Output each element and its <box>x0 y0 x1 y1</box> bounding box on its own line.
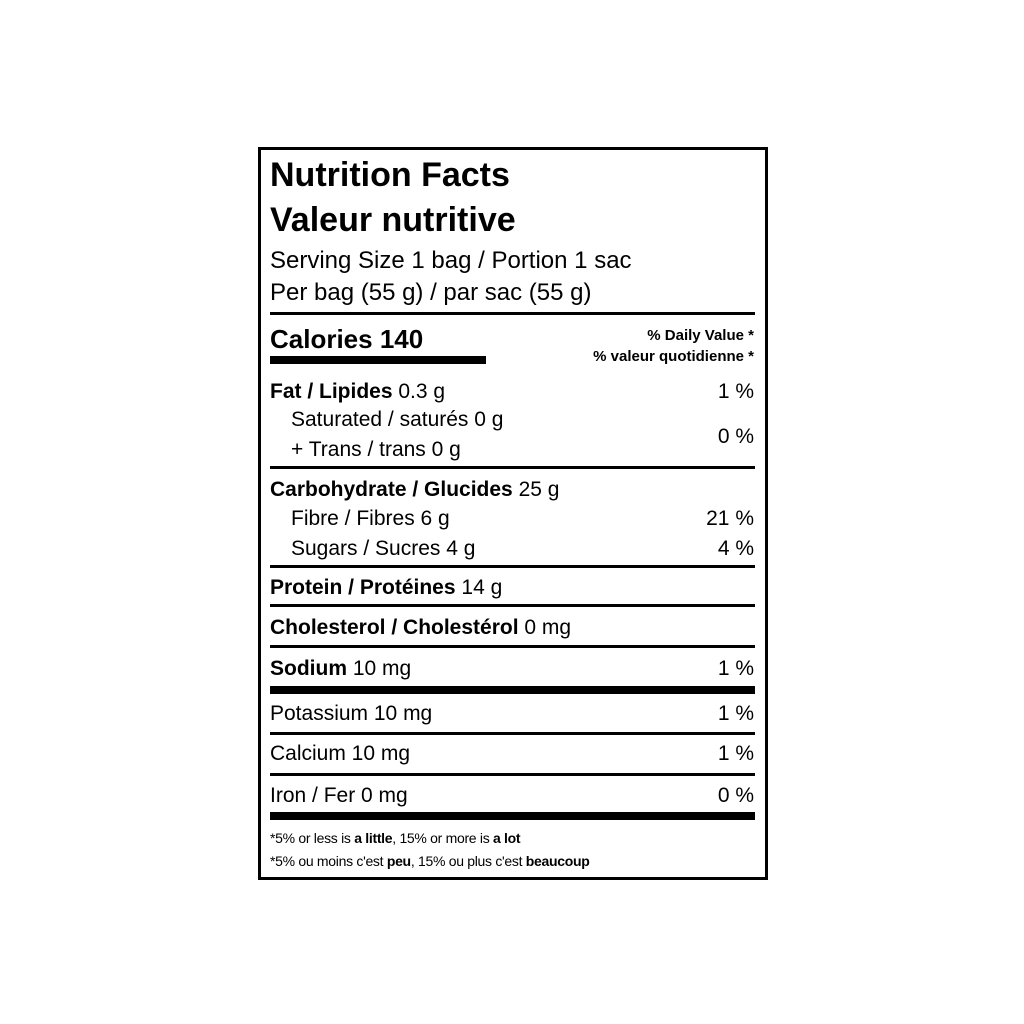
divider <box>270 312 755 315</box>
divider <box>270 645 755 648</box>
title-fr: Valeur nutritive <box>270 201 516 239</box>
sugars-dv: 4 % <box>717 537 754 560</box>
title-en: Nutrition Facts <box>270 156 510 194</box>
trans-row: + Trans / trans 0 g <box>291 438 461 461</box>
calories: Calories 140 <box>270 324 424 354</box>
sodium-row: Sodium 10 mg <box>270 657 412 680</box>
serving-size: Serving Size 1 bag / Portion 1 sac <box>270 247 632 274</box>
protein-row: Protein / Protéines 14 g <box>270 576 503 599</box>
iron-dv: 0 % <box>717 784 754 807</box>
calcium-row: Calcium 10 mg <box>270 742 411 765</box>
divider <box>270 466 755 469</box>
sugars-row: Sugars / Sucres 4 g <box>291 537 476 560</box>
sodium-dv: 1 % <box>717 657 754 680</box>
per-amount: Per bag (55 g) / par sac (55 g) <box>270 279 592 306</box>
calcium-dv: 1 % <box>717 742 754 765</box>
cholesterol-row: Cholesterol / Cholestérol 0 mg <box>270 616 572 639</box>
daily-value-fr: % valeur quotidienne * <box>593 348 754 365</box>
fibre-row: Fibre / Fibres 6 g <box>291 507 450 530</box>
nutrition-facts-label <box>258 147 768 880</box>
thick-divider <box>270 686 755 694</box>
calories-bar <box>270 356 486 364</box>
carbohydrate-row: Carbohydrate / Glucides 25 g <box>270 478 560 501</box>
divider <box>270 773 755 776</box>
fat-dv: 1 % <box>717 380 754 403</box>
thick-divider <box>270 812 755 820</box>
iron-row: Iron / Fer 0 mg <box>270 784 408 807</box>
daily-value-en: % Daily Value * <box>647 327 754 344</box>
divider <box>270 604 755 607</box>
fibre-dv: 21 % <box>706 507 754 530</box>
fat-row: Fat / Lipides 0.3 g <box>270 380 446 403</box>
potassium-dv: 1 % <box>717 702 754 725</box>
potassium-row: Potassium 10 mg <box>270 702 433 725</box>
divider <box>270 732 755 735</box>
saturated-row: Saturated / saturés 0 g <box>291 408 504 431</box>
sat-trans-dv: 0 % <box>717 425 754 448</box>
divider <box>270 565 755 568</box>
footnote-en: *5% or less is a little, 15% or more is … <box>270 830 521 846</box>
footnote-fr: *5% ou moins c'est peu, 15% ou plus c'es… <box>270 853 590 869</box>
